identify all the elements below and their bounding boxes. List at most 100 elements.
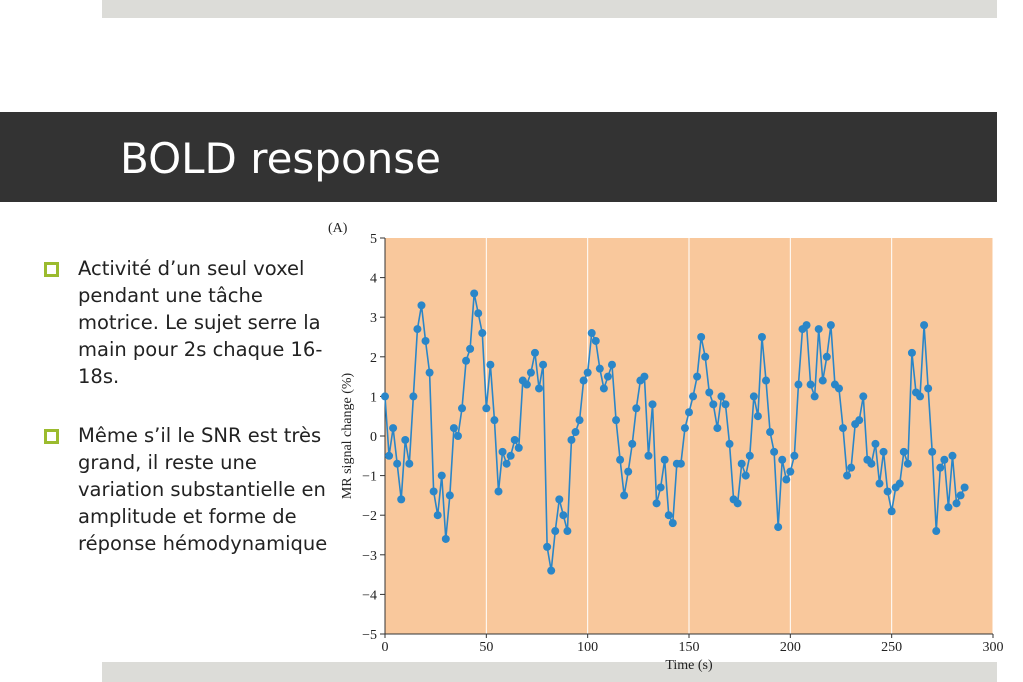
y-tick-label: 2: [370, 351, 377, 366]
point: [421, 336, 430, 345]
point: [822, 352, 831, 361]
point: [697, 333, 706, 341]
point: [762, 376, 771, 385]
point: [916, 392, 925, 401]
y-tick-label: −5: [362, 628, 377, 643]
point: [940, 455, 949, 464]
point: [847, 463, 856, 472]
point: [587, 329, 596, 338]
point: [713, 424, 722, 433]
point: [389, 424, 398, 433]
point: [887, 507, 896, 516]
point: [620, 491, 629, 500]
title-band: BOLD response: [0, 112, 997, 202]
point: [757, 333, 766, 341]
point: [737, 459, 746, 468]
point: [956, 491, 965, 500]
point: [960, 483, 969, 492]
top-bar: [102, 0, 997, 18]
point: [514, 443, 523, 452]
point: [385, 451, 394, 460]
point: [583, 368, 592, 377]
point: [928, 447, 937, 456]
point: [826, 321, 835, 330]
y-tick-label: −1: [362, 470, 377, 485]
point: [393, 459, 402, 468]
point: [766, 428, 775, 437]
point: [668, 519, 677, 528]
point: [563, 527, 572, 536]
point: [952, 499, 961, 508]
point: [603, 372, 612, 381]
y-tick-label: −3: [362, 549, 377, 564]
y-tick-label: −2: [362, 509, 377, 524]
point: [806, 380, 815, 389]
point: [948, 451, 957, 460]
y-tick-label: 0: [370, 430, 377, 445]
point: [429, 487, 438, 496]
point: [413, 325, 422, 334]
x-tick-label: 50: [479, 640, 493, 655]
point: [859, 392, 868, 401]
point: [944, 503, 953, 512]
point: [867, 459, 876, 468]
point: [924, 384, 933, 393]
point: [441, 534, 450, 543]
panel-label: (A): [328, 221, 348, 236]
point: [936, 463, 945, 472]
point: [591, 336, 600, 345]
point: [401, 435, 410, 444]
point: [530, 348, 539, 357]
point: [506, 451, 515, 460]
point: [843, 471, 852, 480]
point: [774, 523, 783, 532]
point: [433, 511, 442, 520]
point: [652, 499, 661, 508]
point: [417, 301, 426, 310]
point: [607, 360, 616, 369]
point: [932, 527, 941, 536]
point: [397, 495, 406, 504]
point: [680, 424, 689, 433]
point: [458, 404, 467, 413]
point: [725, 439, 734, 448]
point: [437, 471, 446, 480]
point: [510, 435, 519, 444]
point: [470, 289, 479, 298]
point: [920, 321, 929, 330]
point: [907, 348, 916, 357]
point: [555, 495, 564, 504]
point: [733, 499, 742, 508]
point: [494, 487, 503, 496]
point: [834, 384, 843, 393]
point: [599, 384, 608, 393]
point: [875, 479, 884, 488]
x-tick-label: 200: [780, 640, 801, 655]
point: [745, 451, 754, 460]
point: [624, 467, 633, 476]
x-tick-label: 100: [577, 640, 598, 655]
point: [640, 372, 649, 381]
point: [409, 392, 418, 401]
bullet-list: Activité d’un seul voxel pendant une tâc…: [44, 255, 334, 589]
point: [405, 459, 414, 468]
x-axis-label: Time (s): [665, 658, 713, 673]
point: [449, 424, 458, 433]
x-tick-label: 250: [881, 640, 902, 655]
y-tick-label: 4: [370, 272, 377, 287]
point: [559, 511, 568, 520]
point: [839, 424, 848, 433]
point: [871, 439, 880, 448]
point: [879, 447, 888, 456]
point: [903, 459, 912, 468]
point: [539, 360, 548, 369]
bottom-bar: [102, 662, 997, 682]
point: [855, 416, 864, 425]
point: [749, 392, 758, 401]
point: [717, 392, 726, 401]
point: [790, 451, 799, 460]
point: [705, 388, 714, 397]
point: [575, 416, 584, 425]
point: [883, 487, 892, 496]
point: [632, 404, 641, 413]
